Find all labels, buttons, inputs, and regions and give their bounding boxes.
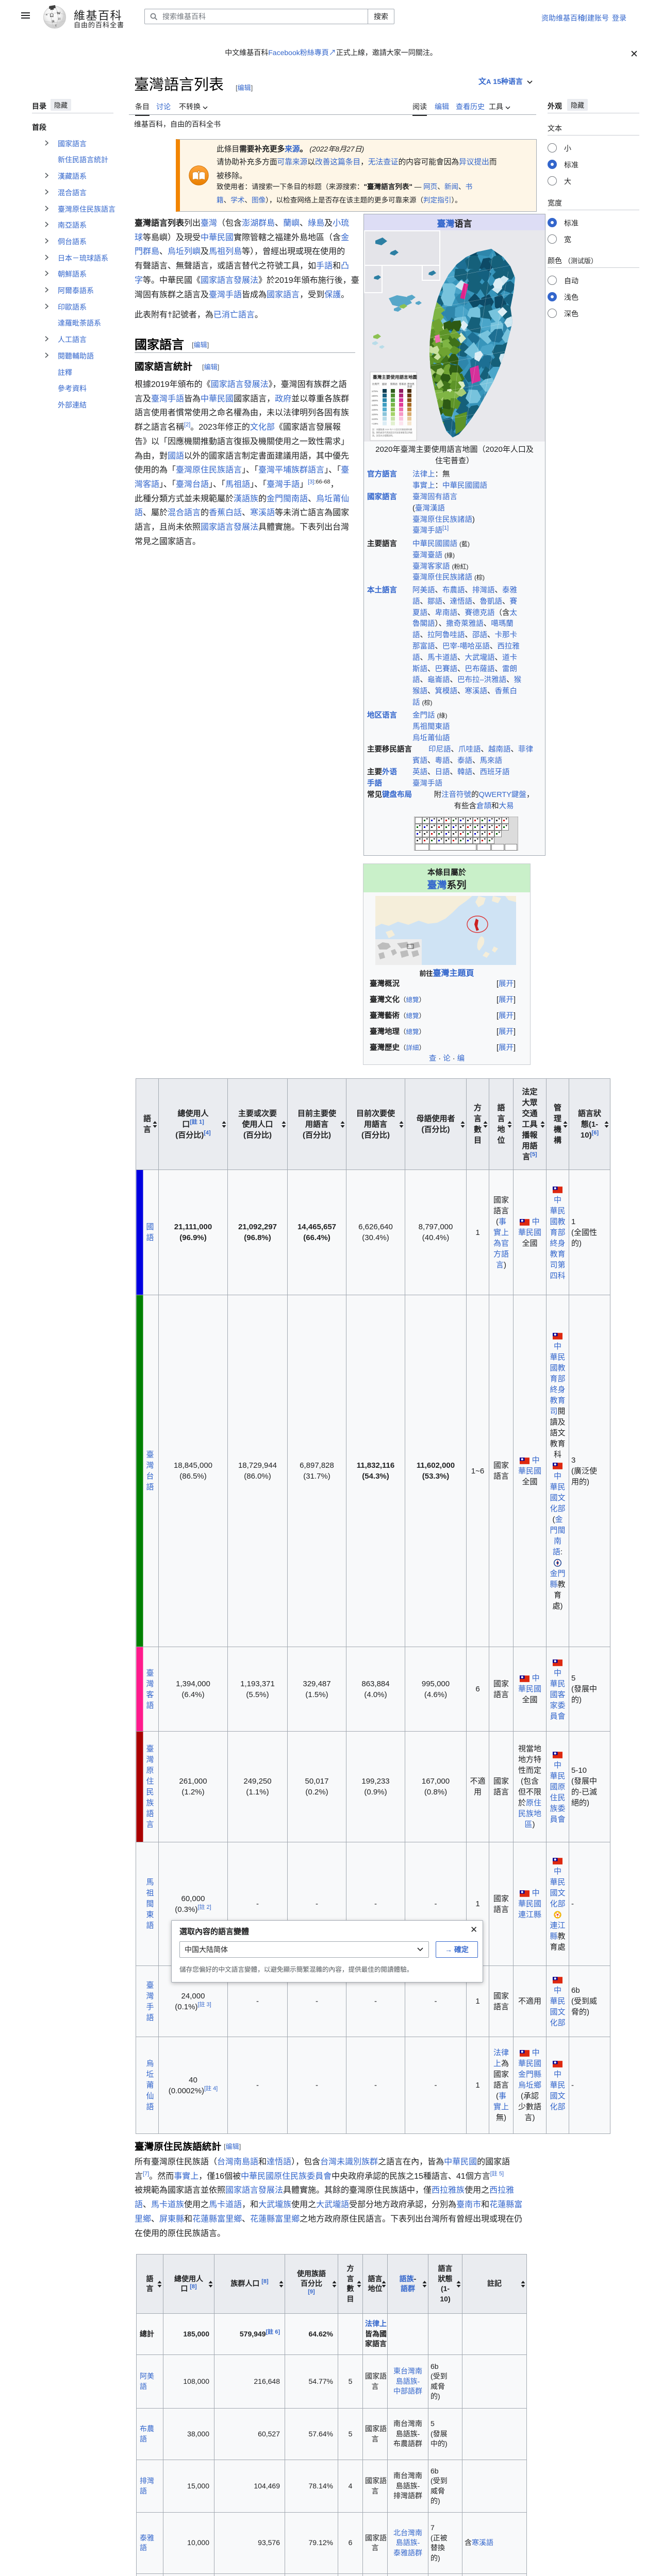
svg-text:臺灣主要使用語言地圖: 臺灣主要使用語言地圖 (373, 374, 417, 380)
svg-text:客家語: 客家語 (399, 382, 406, 386)
svg-text:ع: ع (55, 24, 57, 27)
svg-text:<19%: <19% (372, 422, 378, 426)
svg-text:原住民: 原住民 (407, 382, 415, 386)
svg-text:Ω: Ω (49, 13, 54, 19)
svg-text:≥39%: ≥39% (372, 409, 378, 412)
svg-text:高。詳見內文相關說明。: 高。詳見內文相關說明。 (372, 434, 394, 437)
svg-text:族語: 族語 (407, 385, 412, 388)
svg-text:註：本圖依據 2020 年人口及住宅普查資料繪: 註：本圖依據 2020 年人口及住宅普查資料繪 (372, 428, 412, 431)
svg-text:製，顏色越深代表該語言於該區域使用比例越: 製，顏色越深代表該語言於該區域使用比例越 (372, 431, 412, 434)
svg-text:比例尺: 比例尺 (372, 382, 379, 386)
svg-text:閩南語: 閩南語 (390, 382, 398, 386)
svg-text:И: И (58, 18, 61, 21)
svg-text:國語: 國語 (382, 382, 387, 386)
svg-text:休: 休 (52, 20, 55, 24)
svg-text:≥49%: ≥49% (372, 404, 378, 407)
svg-text:ค: ค (46, 13, 48, 16)
svg-text:≥59%: ≥59% (372, 399, 378, 402)
svg-text:≥19%: ≥19% (372, 418, 378, 421)
svg-text:≥79%: ≥79% (372, 390, 378, 393)
svg-text:W: W (57, 11, 61, 15)
svg-text:≥29%: ≥29% (372, 413, 378, 416)
svg-text:≥69%: ≥69% (372, 395, 378, 398)
